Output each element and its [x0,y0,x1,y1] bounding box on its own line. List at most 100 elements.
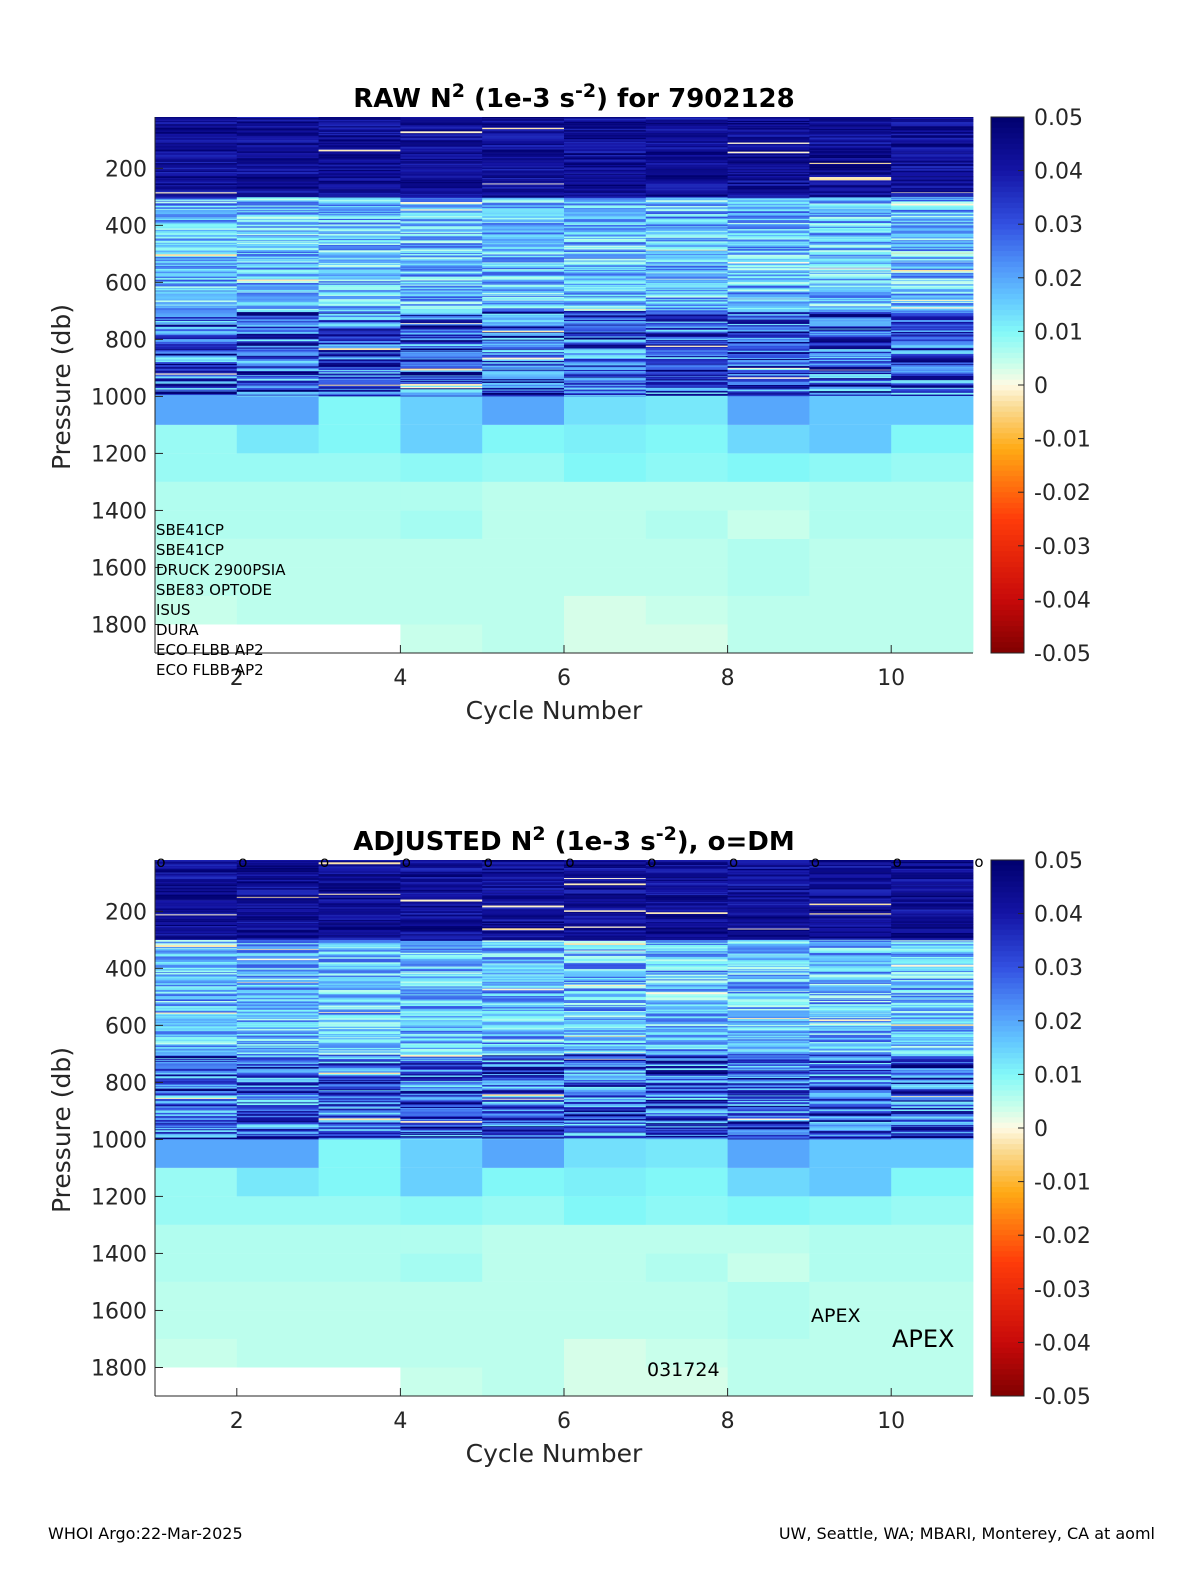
heat-cell [236,1092,319,1094]
heat-cell [236,896,319,898]
heat-cell [727,903,810,905]
sensor-label: ECO FLBB AP2 [156,641,264,659]
heat-cell [236,186,319,188]
heat-cell [482,229,565,231]
heat-cell [236,241,319,243]
heat-cell [400,877,483,880]
heat-cell [891,1099,974,1101]
heat-cell [891,1013,974,1016]
heat-cell [645,888,728,891]
heat-cell [891,863,974,865]
heat-cell [564,868,647,870]
heat-cell [318,1114,401,1116]
heat-cell [155,374,238,376]
heat-cell [482,946,565,948]
heat-cell [809,213,892,216]
heat-cell [564,380,647,383]
heat-cell [645,893,728,896]
heat-cell [400,332,483,335]
heat-cell [564,238,647,241]
heat-cell [318,942,401,944]
heat-cell [891,1072,974,1074]
heat-cell [727,1000,810,1003]
heat-cell [809,291,892,295]
heat-cell [236,128,319,131]
heat-cell [318,897,401,899]
heat-cell [236,1102,319,1104]
heat-cell [155,290,238,292]
heat-cell [155,278,238,280]
heat-cell [482,251,565,254]
heat-cell [727,976,810,979]
heat-cell [891,893,974,896]
heat-cell [482,1000,565,1003]
heat-cell [809,230,892,233]
heat-cell [400,252,483,254]
heat-cell [891,1075,974,1077]
colorbar-segment [991,1256,1024,1263]
heat-cell [400,995,483,997]
heat-cell [236,262,319,264]
heat-cell [318,131,401,134]
heat-cell [482,912,565,914]
heat-cell [318,269,401,272]
heat-cell [236,993,319,995]
heat-cell [482,160,565,162]
heat-cell [727,1045,810,1048]
heat-cell [482,164,565,167]
heat-cell [645,928,728,930]
heat-cell [645,1024,728,1026]
heat-cell [809,375,892,377]
heat-cell [400,188,483,191]
heat-cell [727,1135,810,1138]
heat-cell [155,263,238,265]
heat-cell [400,386,483,389]
colorbar-tick-label: 0.02 [1034,267,1083,292]
heat-cell [727,257,810,260]
colorbar-segment [991,218,1024,225]
heat-cell [564,135,647,137]
heat-cell [809,1005,892,1008]
heat-cell [400,945,483,948]
heat-cell [155,283,238,285]
heat-cell [400,923,483,926]
heat-cell [564,915,647,918]
heat-cell [236,987,319,990]
heat-cell [318,170,401,173]
heat-cell [809,312,892,315]
y-tick-label: 400 [105,214,147,239]
heat-cell [809,934,892,937]
heat-cell [564,308,647,310]
heat-cell [727,1030,810,1033]
heat-cell [727,1088,810,1091]
heat-cell [236,384,319,386]
heat-cell [727,1065,810,1067]
colorbar-segment [991,1106,1024,1113]
heat-cell [809,869,892,872]
heat-cell [891,860,974,863]
heat-cell [809,151,892,154]
heat-cell [645,379,728,381]
heat-cell [236,1055,319,1057]
heat-cell [400,911,483,914]
heat-cell [318,250,401,252]
heat-cell [318,189,401,191]
heat-cell [564,1046,647,1048]
heat-cell [236,884,319,887]
heat-cell [318,999,401,1002]
heat-cell [645,1310,728,1339]
heat-cell [891,345,974,349]
heat-cell [400,177,483,179]
heat-cell [727,317,810,319]
colorbar-segment [991,1036,1024,1043]
heat-cell [645,1047,728,1050]
heat-cell [564,311,647,314]
heat-cell [400,346,483,348]
heat-cell [564,389,647,392]
heat-cell [891,895,974,898]
heat-cell [727,227,810,229]
heat-cell [891,136,974,139]
heat-cell [482,1117,565,1119]
heat-cell [727,1097,810,1100]
heat-cell [236,216,319,219]
